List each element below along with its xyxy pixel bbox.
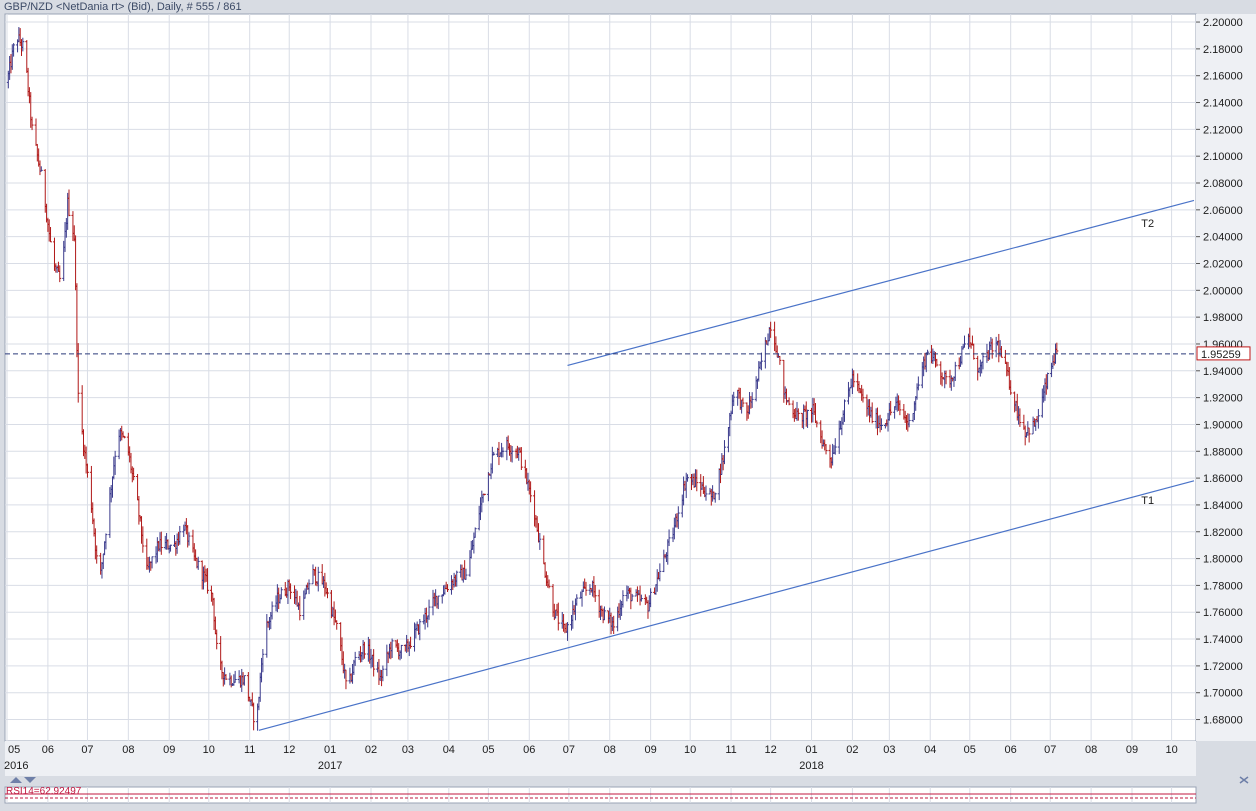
y-tick-label: 2.08000 — [1203, 178, 1243, 190]
x-tick-label: 04 — [443, 744, 455, 756]
rsi-label: RSI14=62.92497 — [6, 786, 82, 797]
y-tick-label: 2.02000 — [1203, 258, 1243, 270]
y-tick-label: 1.94000 — [1203, 366, 1243, 378]
y-tick-label: 2.16000 — [1203, 71, 1243, 83]
y-tick-label: 1.86000 — [1203, 473, 1243, 485]
y-tick-label: 1.78000 — [1203, 580, 1243, 592]
date-axis-band — [5, 741, 1196, 776]
x-tick-label: 01 — [805, 744, 817, 756]
x-tick-label: 05 — [8, 744, 20, 756]
y-tick-label: 2.00000 — [1203, 285, 1243, 297]
y-tick-label: 1.74000 — [1203, 634, 1243, 646]
rsi-panel[interactable] — [4, 786, 1197, 804]
y-tick-label: 1.80000 — [1203, 554, 1243, 566]
price-axis-band — [1196, 14, 1256, 741]
y-tick-label: 1.76000 — [1203, 607, 1243, 619]
y-tick-label: 2.06000 — [1203, 205, 1243, 217]
trendline-label-t2: T2 — [1141, 218, 1154, 230]
trendline-t1[interactable] — [258, 480, 1195, 731]
y-tick-label: 1.90000 — [1203, 419, 1243, 431]
x-tick-label: 03 — [402, 744, 414, 756]
x-tick-label: 09 — [163, 744, 175, 756]
trendline-t2[interactable] — [567, 199, 1195, 367]
x-tick-label: 09 — [644, 744, 656, 756]
x-tick-label: 09 — [1126, 744, 1138, 756]
x-tick-label: 12 — [765, 744, 777, 756]
x-year-label: 2017 — [318, 760, 342, 772]
current-price-badge — [1196, 346, 1251, 361]
x-tick-label: 02 — [365, 744, 377, 756]
y-tick-label: 2.18000 — [1203, 44, 1243, 56]
y-tick-label: 2.20000 — [1203, 17, 1243, 29]
trendline-label-t1: T1 — [1141, 495, 1154, 507]
x-tick-label: 08 — [122, 744, 134, 756]
x-tick-label: 11 — [244, 744, 255, 756]
y-tick-label: 1.82000 — [1203, 527, 1243, 539]
x-tick-label: 03 — [883, 744, 895, 756]
x-tick-label: 12 — [283, 744, 295, 756]
x-tick-label: 05 — [482, 744, 494, 756]
x-tick-label: 10 — [684, 744, 696, 756]
y-tick-label: 1.72000 — [1203, 661, 1243, 673]
current-price-value: 1.95259 — [1201, 349, 1241, 361]
y-tick-label: 2.14000 — [1203, 98, 1243, 110]
x-tick-label: 10 — [1165, 744, 1177, 756]
x-tick-label: 01 — [324, 744, 336, 756]
x-tick-label: 07 — [1044, 744, 1056, 756]
y-tick-label: 2.12000 — [1203, 124, 1243, 136]
x-tick-label: 04 — [924, 744, 936, 756]
x-year-label: 2016 — [4, 760, 28, 772]
x-tick-label: 05 — [964, 744, 976, 756]
y-tick-label: 1.98000 — [1203, 312, 1243, 324]
y-tick-label: 1.92000 — [1203, 393, 1243, 405]
x-tick-label: 06 — [42, 744, 54, 756]
x-year-label: 2018 — [799, 760, 823, 772]
x-tick-label: 06 — [523, 744, 535, 756]
y-tick-label: 2.10000 — [1203, 151, 1243, 163]
x-tick-label: 08 — [604, 744, 616, 756]
x-tick-label: 10 — [203, 744, 215, 756]
y-tick-label: 1.68000 — [1203, 715, 1243, 727]
x-tick-label: 06 — [1005, 744, 1017, 756]
collapse-panel-icon[interactable] — [1239, 776, 1249, 784]
y-tick-label: 1.84000 — [1203, 500, 1243, 512]
x-tick-label: 07 — [81, 744, 93, 756]
plot-area[interactable] — [4, 13, 1197, 742]
y-tick-label: 2.04000 — [1203, 232, 1243, 244]
x-tick-label: 08 — [1085, 744, 1097, 756]
y-tick-label: 1.88000 — [1203, 446, 1243, 458]
y-tick-label: 1.70000 — [1203, 688, 1243, 700]
x-tick-label: 02 — [846, 744, 858, 756]
x-tick-label: 11 — [725, 744, 736, 756]
panel-down-arrow-icon[interactable] — [24, 777, 36, 783]
x-tick-label: 07 — [563, 744, 575, 756]
panel-up-arrow-icon[interactable] — [10, 777, 22, 783]
chart-title: GBP/NZD <NetDania rt> (Bid), Daily, # 55… — [4, 1, 242, 13]
